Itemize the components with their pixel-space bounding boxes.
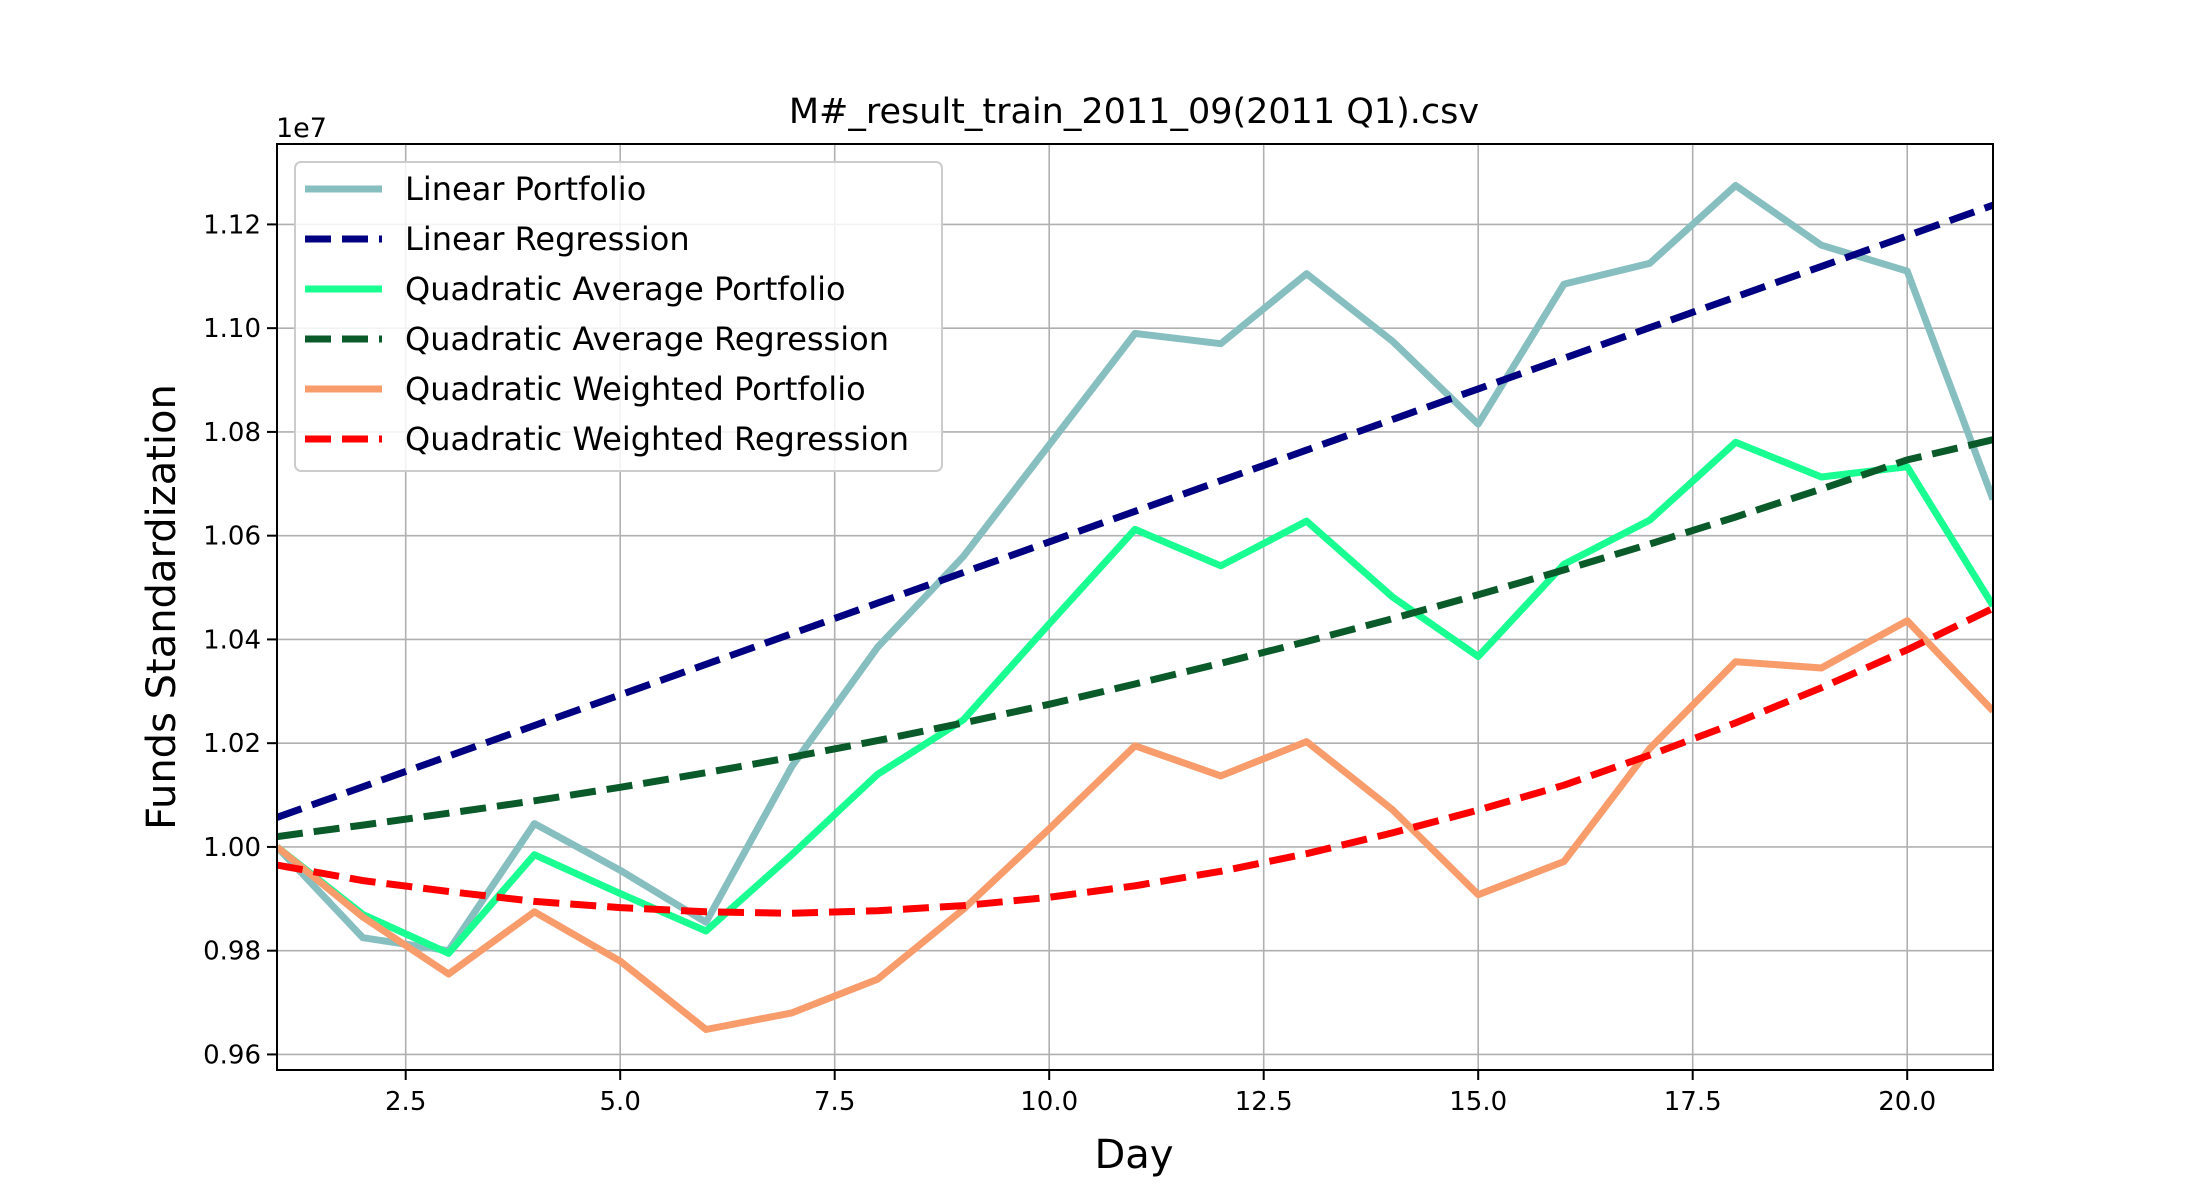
x-tick-label: 2.5: [385, 1087, 426, 1117]
legend-label: Quadratic Average Portfolio: [405, 270, 846, 308]
series-line-quadratic-average-portfolio: [277, 438, 1993, 957]
y-axis-offset-label: 1e7: [276, 113, 327, 144]
y-tick-label: 1.02: [203, 729, 261, 759]
axis-ticks: 2.5 5.0 7.5 10.0 12.5 15.0 17.5 20.0 0.96 0.98 1.0…: [203, 210, 1936, 1117]
plot-area-frame: [276, 143, 1994, 1071]
legend-label: Quadratic Weighted Regression: [405, 420, 909, 458]
series-line-quadratic-average-regression: [277, 436, 1993, 841]
x-tick-label: 7.5: [814, 1087, 855, 1117]
series-line-quadratic-weighted-regression: [277, 605, 1993, 917]
chart-title: M#_result_train_2011_09(2011 Q1).csv: [789, 92, 1479, 132]
legend-box: [294, 161, 943, 472]
y-tick-label: 1.10: [203, 314, 261, 344]
series-line-quadratic-weighted-portfolio: [277, 617, 1993, 1033]
y-axis-label: Funds Standardization: [139, 384, 185, 830]
y-tick-label: 1.04: [203, 625, 261, 655]
x-tick-label: 5.0: [600, 1087, 641, 1117]
y-tick-label: 1.06: [203, 522, 261, 552]
x-tick-label: 10.0: [1020, 1087, 1078, 1117]
legend-label: Linear Regression: [405, 220, 690, 258]
legend-label: Quadratic Average Regression: [405, 320, 889, 358]
x-tick-label: 20.0: [1878, 1087, 1936, 1117]
legend-label: Linear Portfolio: [405, 170, 646, 208]
y-tick-label: 1.00: [203, 833, 261, 863]
x-tick-label: 12.5: [1235, 1087, 1293, 1117]
series-line-linear-regression: [277, 201, 1993, 821]
legend-label: Quadratic Weighted Portfolio: [405, 370, 866, 408]
y-tick-label: 0.96: [203, 1040, 261, 1070]
series-lines: [277, 182, 1993, 1033]
legend: Linear Portfolio Linear Regression Quadrat…: [294, 161, 943, 472]
y-tick-label: 0.98: [203, 937, 261, 967]
y-tick-label: 1.08: [203, 418, 261, 448]
y-tick-label: 1.12: [203, 210, 261, 240]
x-tick-label: 17.5: [1664, 1087, 1722, 1117]
x-tick-label: 15.0: [1449, 1087, 1507, 1117]
series-line-linear-portfolio: [277, 182, 1993, 955]
x-axis-label: Day: [1095, 1132, 1174, 1178]
